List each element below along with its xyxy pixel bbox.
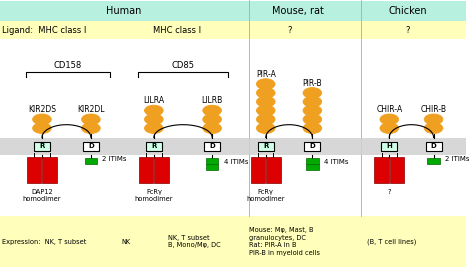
- Text: Ligand:  MHC class I: Ligand: MHC class I: [2, 26, 87, 35]
- FancyBboxPatch shape: [266, 157, 281, 183]
- Text: Mouse, rat: Mouse, rat: [273, 6, 324, 17]
- Circle shape: [33, 123, 51, 134]
- Text: ?: ?: [406, 26, 410, 35]
- Text: KIR2DS: KIR2DS: [28, 105, 56, 114]
- Circle shape: [82, 123, 100, 134]
- Text: MHC class I: MHC class I: [153, 26, 201, 35]
- FancyBboxPatch shape: [27, 157, 42, 183]
- Circle shape: [256, 105, 275, 116]
- Circle shape: [256, 96, 275, 107]
- Text: D: D: [431, 143, 437, 149]
- Text: FcRγ
homodimer: FcRγ homodimer: [246, 189, 285, 202]
- Text: H: H: [386, 143, 392, 149]
- FancyBboxPatch shape: [374, 157, 389, 183]
- Text: 4 ITIMs: 4 ITIMs: [224, 159, 248, 165]
- Text: Human: Human: [106, 6, 141, 17]
- Circle shape: [145, 114, 163, 125]
- FancyBboxPatch shape: [306, 164, 319, 170]
- Text: CHIR-A: CHIR-A: [376, 105, 402, 114]
- FancyBboxPatch shape: [361, 1, 466, 21]
- Text: 2 ITIMs: 2 ITIMs: [102, 156, 127, 162]
- Circle shape: [256, 79, 275, 89]
- Text: CD85: CD85: [172, 61, 194, 70]
- FancyBboxPatch shape: [206, 158, 219, 164]
- FancyBboxPatch shape: [34, 142, 50, 151]
- Circle shape: [203, 105, 221, 116]
- Text: R: R: [39, 143, 45, 149]
- FancyBboxPatch shape: [304, 142, 320, 151]
- Circle shape: [303, 123, 322, 134]
- Circle shape: [145, 123, 163, 134]
- Circle shape: [303, 105, 322, 116]
- Text: Expression:  NK, T subset: Expression: NK, T subset: [2, 239, 87, 245]
- Text: LILRA: LILRA: [143, 96, 164, 105]
- FancyBboxPatch shape: [155, 157, 169, 183]
- FancyBboxPatch shape: [249, 1, 361, 21]
- FancyBboxPatch shape: [0, 1, 249, 21]
- Text: NK, T subset
B, Mono/Mφ, DC: NK, T subset B, Mono/Mφ, DC: [168, 235, 220, 248]
- Circle shape: [203, 114, 221, 125]
- FancyBboxPatch shape: [83, 142, 99, 151]
- Text: D: D: [209, 143, 215, 149]
- FancyBboxPatch shape: [0, 216, 466, 267]
- Text: LILRB: LILRB: [201, 96, 223, 105]
- FancyBboxPatch shape: [43, 157, 57, 183]
- FancyBboxPatch shape: [204, 142, 220, 151]
- Text: ?: ?: [288, 26, 292, 35]
- Text: 4 ITIMs: 4 ITIMs: [324, 159, 348, 165]
- Text: D: D: [310, 143, 315, 149]
- Text: (B, T cell lines): (B, T cell lines): [367, 238, 416, 245]
- Text: DAP12
homodimer: DAP12 homodimer: [23, 189, 61, 202]
- Text: PIR-A: PIR-A: [256, 70, 276, 79]
- Text: R: R: [151, 143, 156, 149]
- Circle shape: [380, 114, 399, 125]
- Text: PIR-B: PIR-B: [302, 78, 322, 88]
- FancyBboxPatch shape: [427, 158, 440, 164]
- Circle shape: [256, 88, 275, 98]
- Text: Chicken: Chicken: [389, 6, 427, 17]
- Text: NK: NK: [121, 239, 130, 245]
- Text: ?: ?: [388, 189, 391, 195]
- FancyBboxPatch shape: [251, 157, 265, 183]
- Text: D: D: [88, 143, 94, 149]
- FancyBboxPatch shape: [426, 142, 441, 151]
- Circle shape: [82, 114, 100, 125]
- Text: KIR2DL: KIR2DL: [77, 105, 105, 114]
- Circle shape: [256, 114, 275, 125]
- FancyBboxPatch shape: [0, 21, 466, 39]
- FancyBboxPatch shape: [206, 164, 219, 170]
- Text: CHIR-B: CHIR-B: [420, 105, 447, 114]
- FancyBboxPatch shape: [390, 157, 404, 183]
- FancyBboxPatch shape: [306, 158, 319, 164]
- Circle shape: [303, 88, 322, 98]
- FancyBboxPatch shape: [85, 158, 97, 164]
- FancyBboxPatch shape: [0, 138, 466, 155]
- Text: R: R: [263, 143, 268, 149]
- Circle shape: [256, 123, 275, 134]
- Circle shape: [424, 114, 443, 125]
- Circle shape: [424, 123, 443, 134]
- Circle shape: [145, 105, 163, 116]
- Circle shape: [33, 114, 51, 125]
- Text: 2 ITIMs: 2 ITIMs: [445, 156, 470, 162]
- Circle shape: [203, 123, 221, 134]
- Text: FcRγ
homodimer: FcRγ homodimer: [135, 189, 173, 202]
- FancyBboxPatch shape: [258, 142, 273, 151]
- Text: CD158: CD158: [54, 61, 82, 70]
- FancyBboxPatch shape: [146, 142, 162, 151]
- Text: Mouse: Mφ, Mast, B
granulocytes, DC
Rat: PIR-A in B
PIR-B in myeloid cells: Mouse: Mφ, Mast, B granulocytes, DC Rat:…: [249, 227, 320, 256]
- FancyBboxPatch shape: [139, 157, 154, 183]
- FancyBboxPatch shape: [382, 142, 397, 151]
- Circle shape: [303, 114, 322, 125]
- Circle shape: [303, 96, 322, 107]
- Circle shape: [380, 123, 399, 134]
